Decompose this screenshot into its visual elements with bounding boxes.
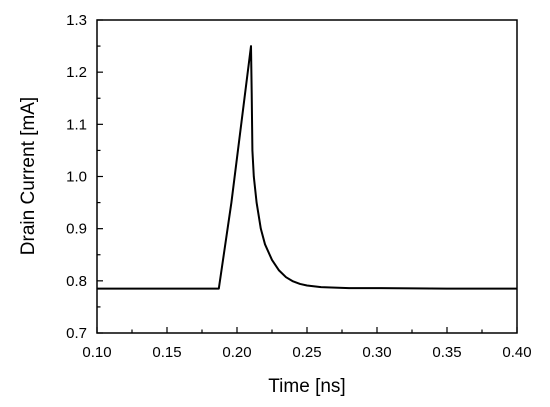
x-tick-label: 0.10 [82,344,111,361]
x-tick-label: 0.40 [502,344,531,361]
x-axis-title: Time [ns] [268,376,345,397]
y-tick-label: 0.8 [66,273,87,290]
tick-labels: 0.10 0.15 0.20 0.25 0.30 0.35 0.40 0.7 0.8 0.9 1.0… [66,12,531,361]
x-tick-label: 0.35 [432,344,461,361]
y-tick-label: 0.9 [66,221,87,238]
x-tick-label: 0.20 [222,344,251,361]
series-line [97,45,517,290]
plot-area [96,19,518,334]
y-tick-label: 1.2 [66,64,87,81]
x-tick-label: 0.25 [292,344,321,361]
y-axis-title: Drain Current [mA] [18,97,39,255]
x-tick-label: 0.30 [362,344,391,361]
axis-ticks [96,19,518,334]
y-tick-label: 1.1 [66,116,87,133]
y-tick-label: 1.3 [66,12,87,29]
x-tick-label: 0.15 [152,344,181,361]
y-tick-label: 1.0 [66,169,87,186]
y-tick-label: 0.7 [66,325,87,342]
